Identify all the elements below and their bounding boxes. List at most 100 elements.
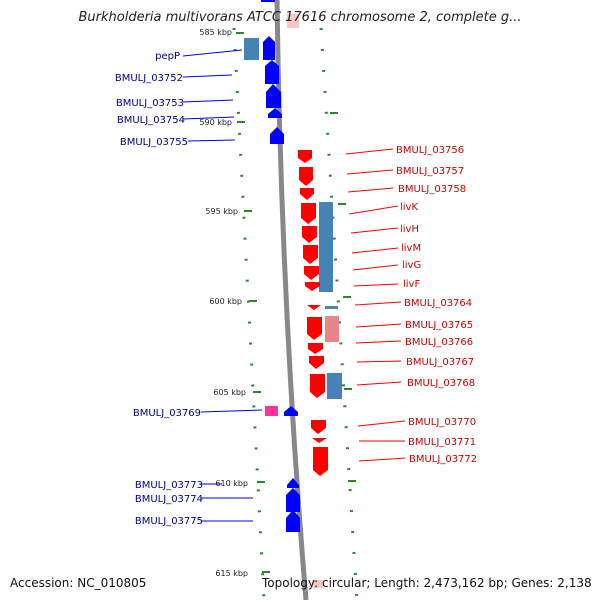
forward-leaders bbox=[182, 49, 263, 522]
feature-block-blue bbox=[327, 373, 342, 399]
right-tick-mark bbox=[348, 480, 356, 482]
gene-label: BMULJ_03753 bbox=[116, 98, 184, 109]
leader-line bbox=[347, 187, 394, 193]
gene-bmulj-03772 bbox=[313, 447, 328, 476]
leader-line bbox=[353, 283, 399, 287]
topology-text: Topology: circular; Length: 2,473,162 bp… bbox=[262, 576, 592, 590]
map-title: Burkholderia multivorans ATCC 17616 chro… bbox=[78, 10, 522, 25]
leader-line bbox=[182, 49, 243, 57]
feature-block-blue bbox=[244, 38, 259, 60]
tick-mark bbox=[249, 300, 257, 302]
right-tick-mark bbox=[343, 296, 351, 298]
gene-bmulj-03775 bbox=[286, 510, 300, 532]
gene-bmulj-03767 bbox=[309, 356, 324, 369]
gene-bmulj-03768 bbox=[310, 374, 325, 398]
forward-genes[interactable] bbox=[261, 0, 300, 532]
gene-label: BMULJ_03768 bbox=[407, 378, 475, 389]
leader-line bbox=[352, 264, 399, 271]
gene-label: BMULJ_03756 bbox=[396, 145, 464, 156]
gene-label: BMULJ_03764 bbox=[404, 298, 472, 309]
feature-block-pink-top bbox=[287, 14, 299, 28]
gene-label: BMULJ_03771 bbox=[408, 437, 476, 448]
gene-label: livH bbox=[400, 224, 419, 235]
leader-line bbox=[348, 205, 399, 215]
gene-label: pepP bbox=[155, 51, 180, 62]
gene-label: BMULJ_03775 bbox=[135, 516, 203, 527]
gene-livK bbox=[301, 203, 316, 224]
feature-blocks[interactable] bbox=[244, 14, 342, 588]
gene-bmulj-03773 bbox=[287, 478, 299, 488]
right-track bbox=[319, 27, 359, 601]
leader-line bbox=[357, 420, 406, 427]
right-tick-mark bbox=[344, 388, 352, 390]
gene-label: BMULJ_03772 bbox=[409, 454, 477, 465]
gene-label: BMULJ_03757 bbox=[396, 166, 464, 177]
gene-label: BMULJ_03765 bbox=[405, 320, 473, 331]
gene-label: livM bbox=[401, 243, 421, 254]
tick-mark bbox=[253, 391, 261, 393]
gene-top bbox=[261, 0, 275, 2]
gene-label: BMULJ_03766 bbox=[405, 337, 473, 348]
tick-label: 605 kbp bbox=[213, 388, 246, 397]
leader-line bbox=[354, 301, 402, 306]
gene-label: BMULJ_03754 bbox=[117, 115, 185, 126]
feature-block-blue bbox=[319, 202, 333, 292]
tick-label: 585 kbp bbox=[199, 28, 232, 37]
gene-livG bbox=[304, 266, 319, 280]
tick-label: 590 kbp bbox=[199, 118, 232, 127]
leader-line bbox=[350, 227, 399, 234]
gene-label: BMULJ_03774 bbox=[135, 494, 203, 505]
leader-line bbox=[182, 99, 234, 103]
gene-bmulj-03758 bbox=[300, 188, 314, 200]
gene-label: BMULJ_03767 bbox=[406, 357, 474, 368]
leader-line bbox=[355, 323, 402, 328]
gene-label: livG bbox=[402, 260, 421, 271]
gene-label: BMULJ_03752 bbox=[115, 73, 183, 84]
tick-label: 595 kbp bbox=[205, 207, 238, 216]
feature-block-pink-bottom bbox=[312, 580, 324, 588]
forward-gene-labels[interactable]: pepP BMULJ_03752 BMULJ_03753 BMULJ_03754… bbox=[115, 51, 203, 527]
scale-ticks: 585 kbp 590 kbp 595 kbp 600 kbp 605 kbp … bbox=[199, 28, 356, 578]
gene-bmulj-03774 bbox=[286, 488, 300, 512]
tick-label: 610 kbp bbox=[215, 479, 248, 488]
gene-label: BMULJ_03769 bbox=[133, 408, 201, 419]
tick-mark bbox=[237, 121, 245, 123]
gene-livM bbox=[303, 245, 318, 264]
gene-bmulj-03764 bbox=[307, 305, 321, 310]
leader-line bbox=[358, 457, 406, 462]
gene-label: BMULJ_03755 bbox=[120, 137, 188, 148]
feature-block-blue bbox=[325, 306, 338, 309]
gene-bmulj-03752 bbox=[265, 60, 279, 84]
accession-text: Accession: NC_010805 bbox=[10, 576, 147, 590]
gene-bmulj-03756 bbox=[298, 150, 312, 163]
leader-line bbox=[355, 340, 402, 344]
leader-line bbox=[356, 381, 402, 386]
gene-label: livK bbox=[400, 202, 418, 213]
gene-bmulj-03770 bbox=[311, 420, 326, 434]
gene-label: BMULJ_03773 bbox=[135, 480, 203, 491]
gene-bmulj-03755 bbox=[270, 127, 284, 144]
gene-label: BMULJ_03770 bbox=[408, 417, 476, 428]
gene-bmulj-03766 bbox=[308, 343, 323, 354]
gene-bmulj-03753 bbox=[266, 84, 281, 108]
right-tick-mark bbox=[338, 203, 346, 205]
reverse-genes[interactable] bbox=[298, 150, 328, 476]
tick-mark bbox=[236, 32, 244, 34]
reverse-gene-labels[interactable]: BMULJ_03756 BMULJ_03757 BMULJ_03758 livK… bbox=[396, 145, 477, 465]
right-tick-mark bbox=[330, 112, 338, 114]
leader-line bbox=[345, 148, 394, 155]
leader-line bbox=[200, 409, 263, 413]
gene-bmulj-03765 bbox=[307, 317, 322, 340]
tick-mark bbox=[262, 571, 270, 573]
tick-label: 600 kbp bbox=[209, 297, 242, 306]
gene-pepP bbox=[263, 36, 275, 60]
leader-line bbox=[346, 169, 394, 175]
gene-bmulj-03754 bbox=[268, 108, 282, 118]
left-track bbox=[232, 27, 266, 601]
tick-label: 615 kbp bbox=[215, 569, 248, 578]
tick-mark bbox=[244, 210, 252, 212]
leader-line bbox=[187, 139, 236, 142]
leader-line bbox=[182, 74, 233, 78]
